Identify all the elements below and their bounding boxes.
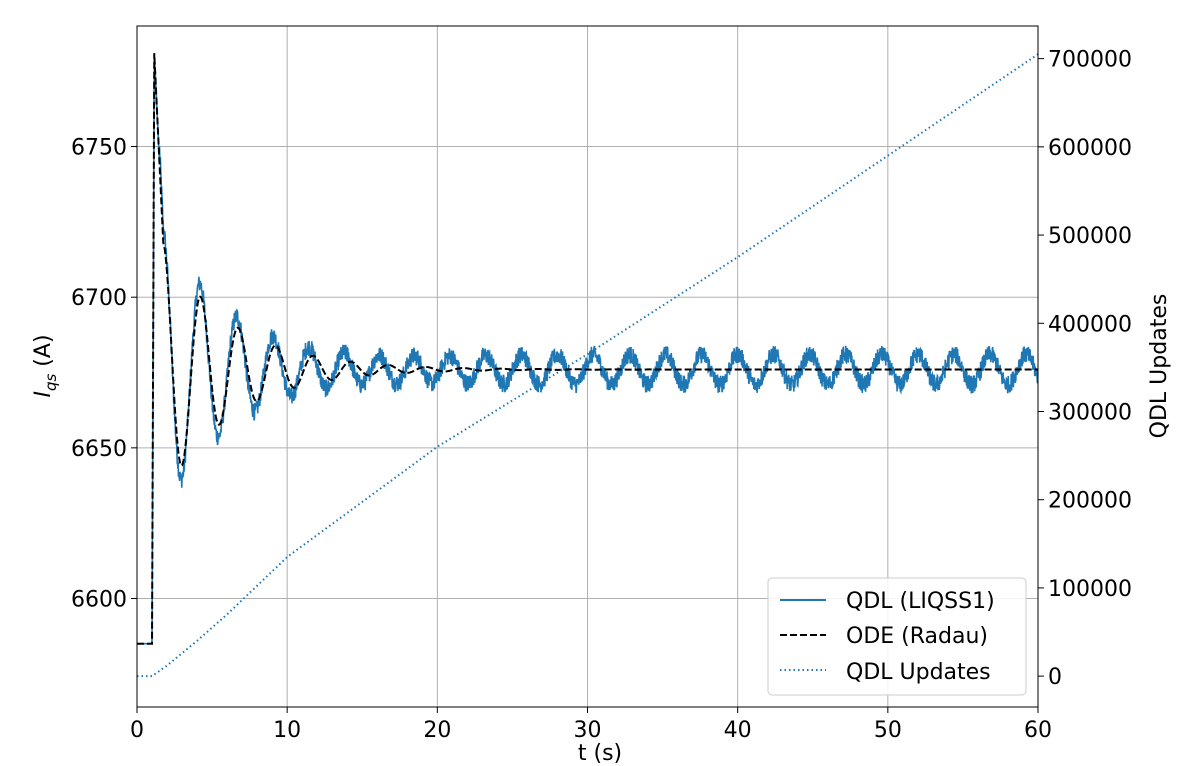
y-axis-left-title: Iqs (A) — [31, 334, 60, 397]
y-left-tick-label: 6750 — [71, 136, 127, 161]
series-layer — [137, 53, 1039, 678]
series-ode-radau — [137, 53, 1038, 645]
legend-label-qdl-updates: QDL Updates — [846, 660, 991, 685]
legend-box — [767, 577, 1027, 696]
legend-label-qdl-liqss1: QDL (LIQSS1) — [846, 589, 995, 614]
y-right-tick-label: 600000 — [1048, 136, 1132, 161]
x-tick-label: 60 — [1024, 718, 1052, 743]
ticks: 0 10 20 30 40 50 60 6600 6650 6700 6750 0 100000 2000… — [71, 48, 1132, 743]
y-left-tick-label: 6650 — [71, 437, 127, 462]
y-right-tick-label: 100000 — [1048, 577, 1132, 602]
y-right-tick-label: 200000 — [1048, 489, 1132, 514]
legend-label-ode-radau: ODE (Radau) — [846, 624, 988, 649]
y-right-tick-label: 0 — [1048, 665, 1062, 690]
y-right-tick-label: 300000 — [1048, 400, 1132, 425]
y-right-tick-label: 500000 — [1048, 224, 1132, 249]
x-tick-label: 20 — [423, 718, 451, 743]
x-tick-label: 0 — [130, 718, 144, 743]
series-qdl-liqss1 — [137, 56, 1039, 645]
x-axis-title: t (s) — [578, 741, 622, 766]
legend: QDL (LIQSS1) ODE (Radau) QDL Updates — [767, 577, 1027, 696]
y-right-tick-label: 400000 — [1048, 312, 1132, 337]
y-left-tick-label: 6700 — [71, 286, 127, 311]
y-right-tick-label: 700000 — [1048, 48, 1132, 73]
y-axis-right-title: QDL Updates — [1147, 294, 1172, 439]
series-qdl-updates — [137, 53, 1039, 678]
x-tick-label: 10 — [273, 718, 301, 743]
y-left-tick-label: 6600 — [71, 588, 127, 613]
x-tick-label: 30 — [574, 718, 602, 743]
x-tick-label: 50 — [874, 718, 902, 743]
x-tick-label: 40 — [724, 718, 752, 743]
